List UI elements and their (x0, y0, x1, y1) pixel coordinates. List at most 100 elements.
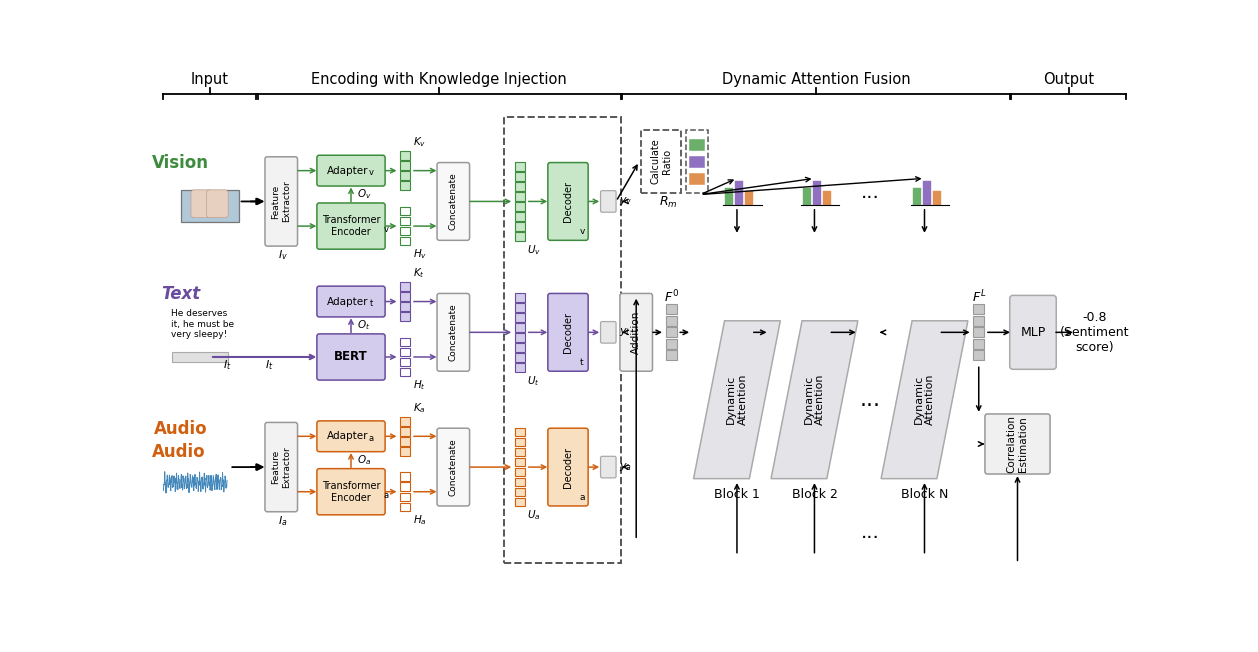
Bar (686, 130, 707, 193)
Bar (515, 232, 525, 241)
Text: Dynamic
Attention: Dynamic Attention (726, 374, 747, 426)
Text: Adapter: Adapter (327, 431, 369, 441)
Bar (689, 139, 704, 150)
Bar (400, 473, 410, 481)
FancyBboxPatch shape (437, 293, 469, 371)
Text: Concatenate: Concatenate (449, 438, 458, 496)
Bar (665, 350, 677, 361)
Text: Adapter: Adapter (327, 166, 369, 175)
Text: $I_v$: $I_v$ (278, 248, 288, 262)
FancyBboxPatch shape (265, 422, 298, 512)
Bar (515, 293, 525, 301)
Text: -0.8
(Sentiment
score): -0.8 (Sentiment score) (1060, 311, 1130, 354)
FancyBboxPatch shape (206, 190, 228, 218)
Bar (640, 130, 681, 193)
Text: a: a (579, 493, 585, 502)
FancyBboxPatch shape (317, 334, 385, 380)
Text: Correlation
Estimation: Correlation Estimation (1006, 415, 1028, 473)
FancyBboxPatch shape (547, 428, 589, 506)
FancyBboxPatch shape (265, 156, 298, 246)
Bar (400, 312, 410, 321)
Text: Concatenate: Concatenate (449, 173, 458, 230)
Bar (400, 162, 410, 170)
Bar (400, 217, 410, 226)
Bar (515, 478, 525, 486)
Bar (400, 447, 410, 456)
Text: Vision: Vision (152, 154, 209, 172)
FancyBboxPatch shape (600, 190, 616, 212)
Bar (515, 458, 525, 466)
Text: Addition: Addition (632, 310, 642, 354)
FancyBboxPatch shape (317, 286, 385, 317)
FancyBboxPatch shape (317, 469, 385, 515)
FancyBboxPatch shape (437, 428, 469, 506)
Bar (974, 327, 984, 337)
Polygon shape (693, 321, 780, 479)
Text: Decoder: Decoder (564, 181, 572, 222)
Text: t: t (580, 358, 584, 367)
Bar (400, 417, 410, 426)
Text: Transformer
Encoder: Transformer Encoder (322, 215, 380, 237)
Bar (400, 181, 410, 190)
Bar (665, 339, 677, 349)
Text: MLP: MLP (1020, 326, 1045, 339)
Bar (515, 428, 525, 436)
Text: a: a (384, 491, 389, 500)
Bar (400, 303, 410, 311)
Bar (974, 316, 984, 326)
Text: Input: Input (191, 72, 229, 87)
FancyBboxPatch shape (317, 203, 385, 249)
FancyBboxPatch shape (547, 293, 589, 371)
Text: Decoder: Decoder (564, 447, 572, 488)
Text: Feature
Extractor: Feature Extractor (272, 446, 291, 488)
Bar (400, 237, 410, 245)
Bar (689, 156, 704, 167)
Bar (515, 438, 525, 447)
Bar (515, 212, 525, 220)
Bar (515, 303, 525, 312)
Bar (400, 358, 410, 366)
Bar (515, 488, 525, 496)
Text: v: v (384, 226, 389, 235)
Text: Block 2: Block 2 (791, 488, 838, 501)
Text: Dynamic
Attention: Dynamic Attention (804, 374, 825, 426)
Bar (400, 151, 410, 160)
Text: $O_a$: $O_a$ (357, 453, 371, 467)
Bar (400, 492, 410, 501)
FancyBboxPatch shape (600, 456, 616, 478)
Bar (400, 348, 410, 356)
FancyBboxPatch shape (191, 190, 213, 218)
Bar (515, 323, 525, 332)
Bar (913, 188, 921, 205)
Text: $I_t$: $I_t$ (265, 358, 274, 372)
Bar (400, 207, 410, 215)
Text: $F^L$: $F^L$ (971, 288, 986, 305)
FancyBboxPatch shape (317, 155, 385, 186)
Bar (933, 192, 941, 205)
Text: v: v (579, 228, 585, 237)
Text: $I_t$: $I_t$ (223, 358, 231, 372)
Bar (504, 117, 620, 563)
Bar (515, 363, 525, 372)
FancyBboxPatch shape (985, 414, 1050, 474)
Bar (515, 343, 525, 351)
FancyBboxPatch shape (1010, 295, 1057, 369)
Bar (515, 353, 525, 362)
Text: Block 1: Block 1 (715, 488, 760, 501)
Text: Decoder: Decoder (564, 312, 572, 353)
Bar (803, 188, 810, 205)
Text: Concatenate: Concatenate (449, 303, 458, 361)
Polygon shape (881, 321, 967, 479)
Bar (400, 368, 410, 376)
Text: Text: Text (161, 285, 200, 303)
Text: t: t (370, 299, 374, 308)
Text: ...: ... (859, 390, 881, 409)
Bar (400, 292, 410, 301)
Polygon shape (771, 321, 858, 479)
Text: $K_a$: $K_a$ (413, 401, 425, 415)
Bar (180, 190, 239, 222)
Text: ...: ... (860, 183, 879, 201)
Bar (736, 181, 743, 205)
Text: $y_v$: $y_v$ (619, 196, 633, 207)
FancyBboxPatch shape (547, 162, 589, 241)
